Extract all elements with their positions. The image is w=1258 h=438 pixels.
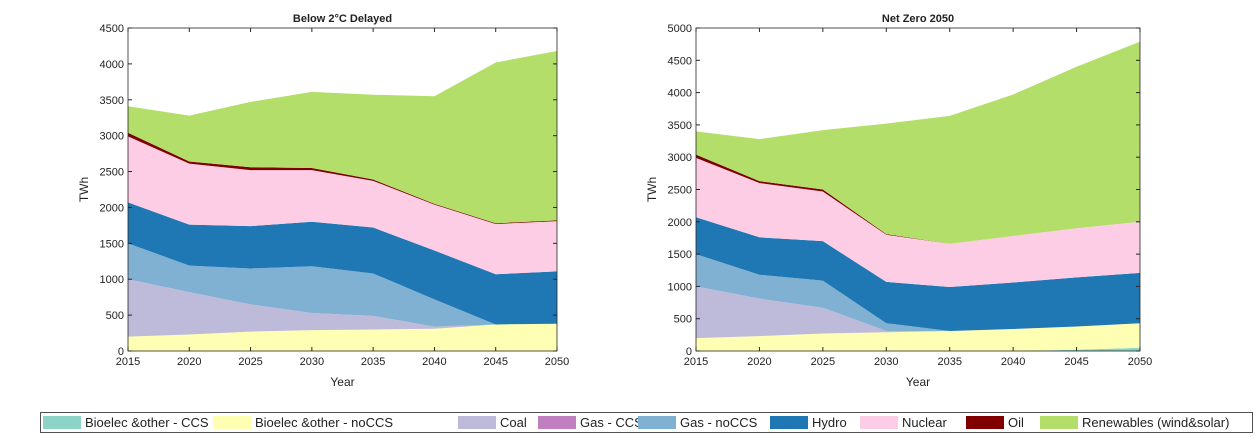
- plot-frame: [127, 27, 558, 352]
- x-tick-label: 2025: [811, 356, 835, 368]
- legend-label: Coal: [500, 415, 527, 430]
- legend-label: Gas - noCCS: [680, 415, 758, 430]
- x-tick-label: 2035: [361, 356, 385, 368]
- y-tick-label: 4000: [668, 88, 692, 100]
- area: [696, 157, 1140, 288]
- area: [128, 279, 557, 337]
- x-tick-label: 2030: [874, 356, 898, 368]
- y-tick-label: 0: [118, 346, 124, 358]
- y-tick-label: 3500: [100, 95, 124, 107]
- y-axis-label: TWh: [645, 177, 659, 202]
- legend-label: Nuclear: [902, 415, 947, 430]
- y-tick-label: 2500: [668, 185, 692, 197]
- x-tick-label: 2035: [937, 356, 961, 368]
- y-tick-label: 3000: [668, 152, 692, 164]
- y-tick-label: 2000: [668, 217, 692, 229]
- legend-swatch: [213, 416, 251, 429]
- y-tick-label: 2500: [100, 167, 124, 179]
- legend-label: Oil: [1008, 415, 1024, 430]
- legend-swatch: [966, 416, 1004, 429]
- y-tick-label: 3000: [100, 131, 124, 143]
- legend-swatch: [860, 416, 898, 429]
- legend-swatch: [1040, 416, 1078, 429]
- x-tick-label: 2040: [422, 356, 446, 368]
- y-tick-label: 1000: [100, 274, 124, 286]
- area: [696, 217, 1140, 331]
- area: [696, 286, 1140, 339]
- x-tick-label: 2015: [684, 356, 708, 368]
- y-tick-label: 5000: [668, 23, 692, 35]
- x-axis-label: Year: [330, 375, 354, 389]
- chart-title: Net Zero 2050: [882, 13, 954, 25]
- x-axis-label: Year: [906, 375, 930, 389]
- area: [696, 41, 1140, 244]
- area: [696, 254, 1140, 331]
- area: [128, 50, 557, 224]
- x-tick-label: 2050: [545, 356, 569, 368]
- x-tick-label: 2020: [747, 356, 771, 368]
- y-tick-label: 3500: [668, 120, 692, 132]
- legend-swatch: [538, 416, 576, 429]
- legend-label: Bioelec &other - noCCS: [255, 415, 393, 430]
- legend-swatch: [770, 416, 808, 429]
- x-tick-label: 2040: [1001, 356, 1025, 368]
- legend-label: Bioelec &other - CCS: [85, 415, 209, 430]
- y-tick-label: 500: [106, 310, 124, 322]
- x-tick-label: 2020: [177, 356, 201, 368]
- legend-label: Gas - CCS: [580, 415, 643, 430]
- legend-swatch: [458, 416, 496, 429]
- legend-label: Hydro: [812, 415, 847, 430]
- y-tick-label: 4000: [100, 59, 124, 71]
- x-tick-label: 2045: [483, 356, 507, 368]
- y-tick-label: 1000: [668, 281, 692, 293]
- area: [696, 323, 1140, 351]
- x-tick-label: 2050: [1128, 356, 1152, 368]
- legend-swatch: [638, 416, 676, 429]
- x-tick-label: 2015: [116, 356, 140, 368]
- y-tick-label: 1500: [668, 249, 692, 261]
- x-tick-label: 2030: [300, 356, 324, 368]
- legend-label: Renewables (wind&solar): [1082, 415, 1229, 430]
- y-axis-label: TWh: [77, 177, 91, 202]
- y-tick-label: 4500: [668, 55, 692, 67]
- y-tick-label: 2000: [100, 202, 124, 214]
- y-tick-label: 0: [686, 346, 692, 358]
- area: [128, 136, 557, 275]
- y-tick-label: 500: [674, 314, 692, 326]
- y-tick-label: 4500: [100, 23, 124, 35]
- y-tick-label: 1500: [100, 238, 124, 250]
- legend-swatch: [43, 416, 81, 429]
- x-tick-label: 2025: [238, 356, 262, 368]
- area: [128, 323, 557, 351]
- area: [128, 243, 557, 327]
- area: [128, 202, 557, 325]
- chart-title: Below 2°C Delayed: [293, 13, 392, 25]
- x-tick-label: 2045: [1064, 356, 1088, 368]
